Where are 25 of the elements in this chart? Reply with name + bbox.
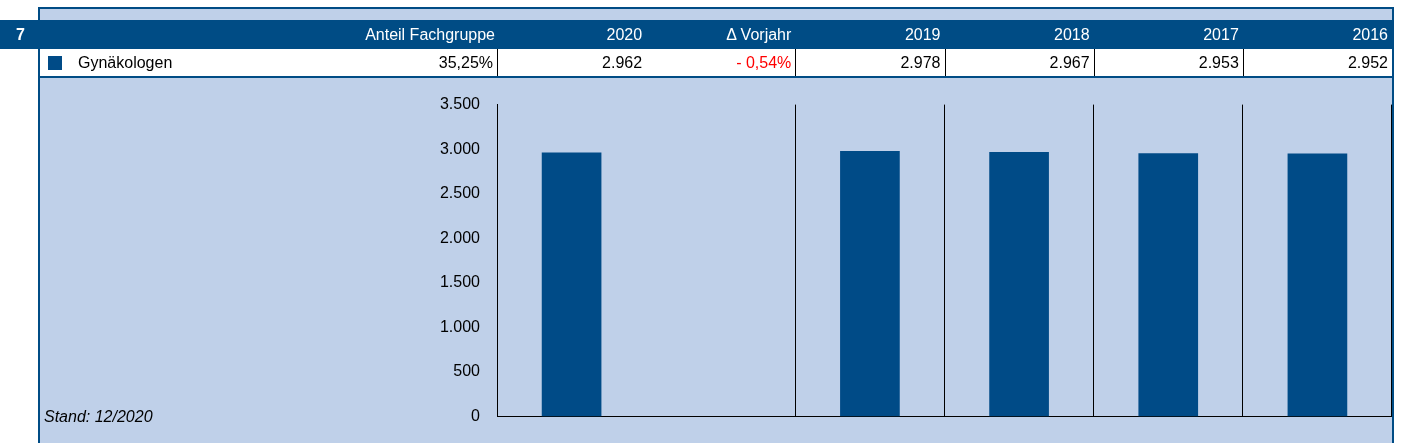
x-tick-label: 2019 <box>903 25 942 45</box>
text: 7 <box>15 25 26 45</box>
y-tick-label: 1.500 <box>439 273 481 291</box>
text: - 0,54% <box>736 54 792 71</box>
y-tick-label: 1.000 <box>439 317 481 335</box>
x-tick-label: Δ Vorjahr <box>725 25 793 45</box>
y-tick-label: 2.000 <box>439 228 481 246</box>
y-tick-label: 2.500 <box>439 184 481 202</box>
text: Anteil Fachgruppe <box>364 25 496 45</box>
data-label: 2.967 <box>944 49 1094 76</box>
x-tick-label: 2017 <box>1202 25 1240 45</box>
data-label: 2.953 <box>1093 49 1243 76</box>
text: 35,25% <box>438 54 493 71</box>
data-label: 2.952 <box>1242 49 1392 76</box>
x-tick-label: 2018 <box>1053 25 1091 45</box>
legend-label: Gynäkologen <box>78 53 173 73</box>
data-label: 2.962 <box>497 49 647 76</box>
x-tick-label: 2020 <box>605 25 644 45</box>
y-tick-label: 500 <box>453 362 481 380</box>
x-tick-label: 2016 <box>1351 25 1389 45</box>
data-label: 2.978 <box>795 49 945 76</box>
y-tick-label: 3.000 <box>439 139 481 157</box>
y-tick-label: 3.500 <box>439 95 481 113</box>
y-tick-label: 0 <box>471 406 481 424</box>
text: Stand: 12/2020 <box>44 408 153 426</box>
